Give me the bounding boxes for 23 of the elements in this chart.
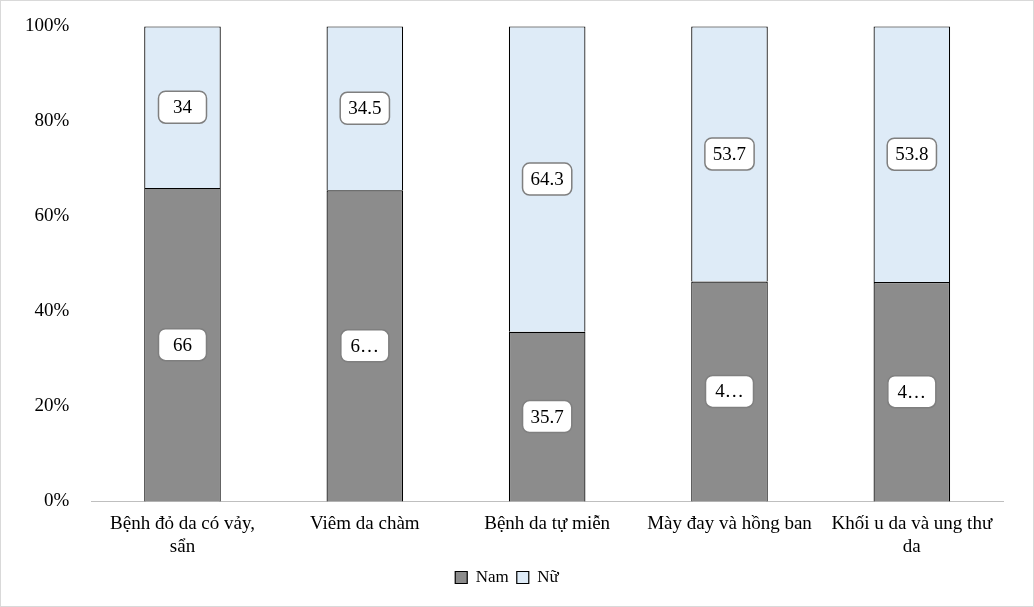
- y-tick-label: 40%: [34, 299, 70, 321]
- x-tick-label: Khối u da và ung thư da: [831, 511, 993, 556]
- data-label: 34.5: [348, 97, 382, 119]
- data-label: 4…: [897, 380, 927, 402]
- data-label: 66: [172, 333, 192, 355]
- data-label: 64.3: [530, 168, 564, 190]
- legend-label: Nữ: [537, 566, 560, 586]
- data-label: 35.7: [530, 405, 564, 427]
- x-tick-label: Mày đay và hồng ban: [647, 511, 813, 533]
- y-tick-label: 20%: [34, 394, 70, 416]
- x-tick-label: Bệnh da tự miễn: [484, 511, 611, 533]
- data-label: 53.7: [712, 142, 747, 164]
- data-label: 34: [172, 96, 193, 118]
- y-tick-label: 60%: [34, 204, 70, 226]
- y-tick-label: 0%: [44, 489, 70, 511]
- x-tick-label: Bệnh đỏ da có vảy, sẩn: [110, 511, 255, 556]
- y-tick-label: 100%: [25, 14, 70, 36]
- x-tick-label: Viêm da chàm: [310, 511, 420, 533]
- legend-label: Nam: [475, 566, 509, 586]
- y-tick-label: 80%: [34, 109, 70, 131]
- data-label: 4…: [715, 380, 744, 402]
- data-label: 6…: [350, 334, 380, 356]
- data-label: 53.8: [895, 143, 929, 165]
